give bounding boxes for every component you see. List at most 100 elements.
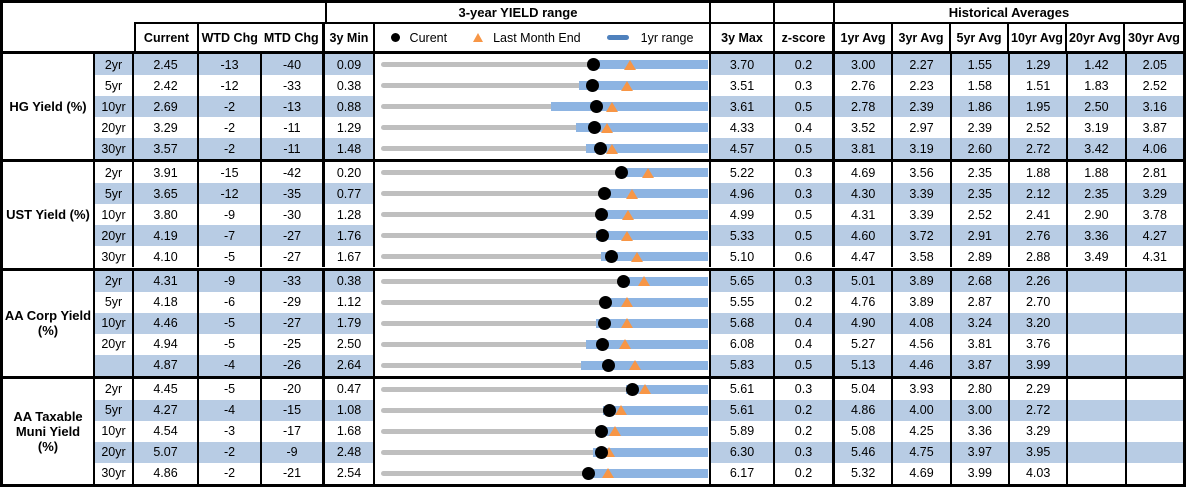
one-year-range-bar xyxy=(602,189,708,199)
table-row: 10yr 4.46 -5 -27 1.79 5.68 0.4 4.90 4.08… xyxy=(95,312,1183,334)
col-header-avg: 30yr Avg xyxy=(1128,30,1180,45)
last-month-end-marker xyxy=(603,447,615,458)
avg-cell: 1.51 xyxy=(1009,75,1069,97)
wtd-chg-cell: -2 xyxy=(199,462,262,484)
wtd-chg-cell: -7 xyxy=(199,225,262,247)
three-year-min-cell: 1.12 xyxy=(325,291,375,313)
current-dot xyxy=(590,100,603,114)
mtd-chg-cell: -25 xyxy=(262,333,325,355)
yield-section: HG Yield (%) 2yr 2.45 -13 -40 0.09 3.70 … xyxy=(3,51,1183,160)
current-dot xyxy=(594,142,608,156)
current-cell: 4.54 xyxy=(134,420,199,442)
wtd-chg-cell: -5 xyxy=(199,333,262,355)
one-year-range-bar xyxy=(551,102,708,112)
legend-range-label: 1yr range xyxy=(640,30,694,45)
z-score-cell: 0.5 xyxy=(775,204,835,226)
avg-cell: 3.87 xyxy=(1126,117,1183,139)
current-dot xyxy=(595,229,609,243)
avg-cell: 1.29 xyxy=(1009,54,1069,76)
avg-cell xyxy=(1068,399,1127,421)
three-year-range-track xyxy=(381,320,706,326)
avg-cell: 4.47 xyxy=(835,246,894,268)
last-month-end-marker xyxy=(606,101,618,112)
range-chart-cell xyxy=(375,54,711,76)
avg-cell: 2.60 xyxy=(951,138,1010,160)
three-year-max-cell: 5.65 xyxy=(711,270,775,292)
avg-cell: 3.49 xyxy=(1068,246,1127,268)
three-year-max-cell: 3.61 xyxy=(711,96,775,118)
three-year-range-track xyxy=(381,104,706,110)
three-year-min-cell: 2.50 xyxy=(325,333,375,355)
last-month-end-marker xyxy=(623,59,636,70)
wtd-chg-cell: -2 xyxy=(199,117,262,139)
avg-cell: 2.35 xyxy=(951,162,1010,184)
avg-cell: 3.52 xyxy=(835,117,894,139)
section-label: AA Corp Yield (%) xyxy=(3,270,95,376)
last-month-end-marker xyxy=(601,468,614,479)
tenor-cell: 2yr xyxy=(95,162,134,184)
three-year-range-track xyxy=(381,449,706,455)
mtd-chg-cell: -29 xyxy=(262,291,325,313)
avg-cell: 1.88 xyxy=(1009,162,1069,184)
avg-cell xyxy=(1126,378,1183,400)
table-row: 30yr 3.57 -2 -11 1.48 4.57 0.5 3.81 3.19… xyxy=(95,138,1183,160)
three-year-max-cell: 5.68 xyxy=(711,312,775,334)
three-year-min-cell: 0.20 xyxy=(325,162,375,184)
last-month-end-marker xyxy=(639,384,652,395)
current-cell: 5.07 xyxy=(134,441,199,463)
current-dot xyxy=(599,295,612,309)
avg-cell: 3.87 xyxy=(951,354,1010,376)
z-score-cell: 0.3 xyxy=(775,378,835,400)
mtd-chg-cell: -42 xyxy=(262,162,325,184)
three-year-min-cell: 1.08 xyxy=(325,399,375,421)
three-year-max-cell: 5.55 xyxy=(711,291,775,313)
mtd-chg-cell: -17 xyxy=(262,420,325,442)
three-year-range-track xyxy=(381,278,706,284)
current-dot xyxy=(586,79,600,93)
one-year-range-bar xyxy=(597,210,708,220)
three-year-min-cell: 0.38 xyxy=(325,270,375,292)
range-chart-cell xyxy=(375,420,711,442)
tenor-cell: 10yr xyxy=(95,420,134,442)
avg-cell: 5.01 xyxy=(835,270,894,292)
avg-cell xyxy=(1126,312,1183,334)
avg-cell xyxy=(1126,333,1183,355)
current-dot xyxy=(588,121,602,135)
avg-cell: 2.52 xyxy=(1126,75,1183,97)
avg-cell: 4.69 xyxy=(835,162,894,184)
three-year-max-cell: 4.33 xyxy=(711,117,775,139)
three-year-min-cell: 1.68 xyxy=(325,420,375,442)
current-cell: 3.65 xyxy=(134,183,199,205)
three-year-range-track xyxy=(381,470,706,476)
avg-cell: 4.31 xyxy=(1126,246,1183,268)
avg-cell: 3.36 xyxy=(1068,225,1127,247)
z-score-cell: 0.3 xyxy=(775,270,835,292)
one-year-range-bar xyxy=(626,384,708,394)
avg-cell: 3.81 xyxy=(835,138,894,160)
z-score-cell: 0.3 xyxy=(775,162,835,184)
avg-cell: 2.39 xyxy=(893,96,952,118)
avg-cell: 1.86 xyxy=(951,96,1010,118)
current-cell: 3.57 xyxy=(134,138,199,160)
wtd-chg-cell: -2 xyxy=(199,441,262,463)
mtd-chg-cell: -20 xyxy=(262,378,325,400)
tenor-cell: 5yr xyxy=(95,75,134,97)
table-row: 5yr 4.27 -4 -15 1.08 5.61 0.2 4.86 4.00 … xyxy=(95,399,1183,421)
tenor-cell: 5yr xyxy=(95,183,134,205)
mtd-chg-cell: -27 xyxy=(262,225,325,247)
avg-cell xyxy=(1068,462,1127,484)
one-year-range-bar xyxy=(580,360,708,370)
three-year-max-cell: 6.30 xyxy=(711,441,775,463)
header-group-row: 3-year YIELD range Historical Averages xyxy=(3,3,1183,24)
one-year-range-bar xyxy=(586,144,708,154)
wtd-chg-cell: -5 xyxy=(199,246,262,268)
table-row: 20yr 5.07 -2 -9 2.48 6.30 0.3 5.46 4.75 … xyxy=(95,441,1183,463)
current-dot-icon xyxy=(390,33,400,42)
mtd-chg-cell: -30 xyxy=(262,204,325,226)
three-year-min-cell: 1.28 xyxy=(325,204,375,226)
current-dot xyxy=(597,187,611,201)
avg-cell: 4.00 xyxy=(893,399,952,421)
avg-cell: 4.69 xyxy=(893,462,952,484)
avg-cell: 3.36 xyxy=(951,420,1010,442)
three-year-range-track xyxy=(381,83,706,89)
